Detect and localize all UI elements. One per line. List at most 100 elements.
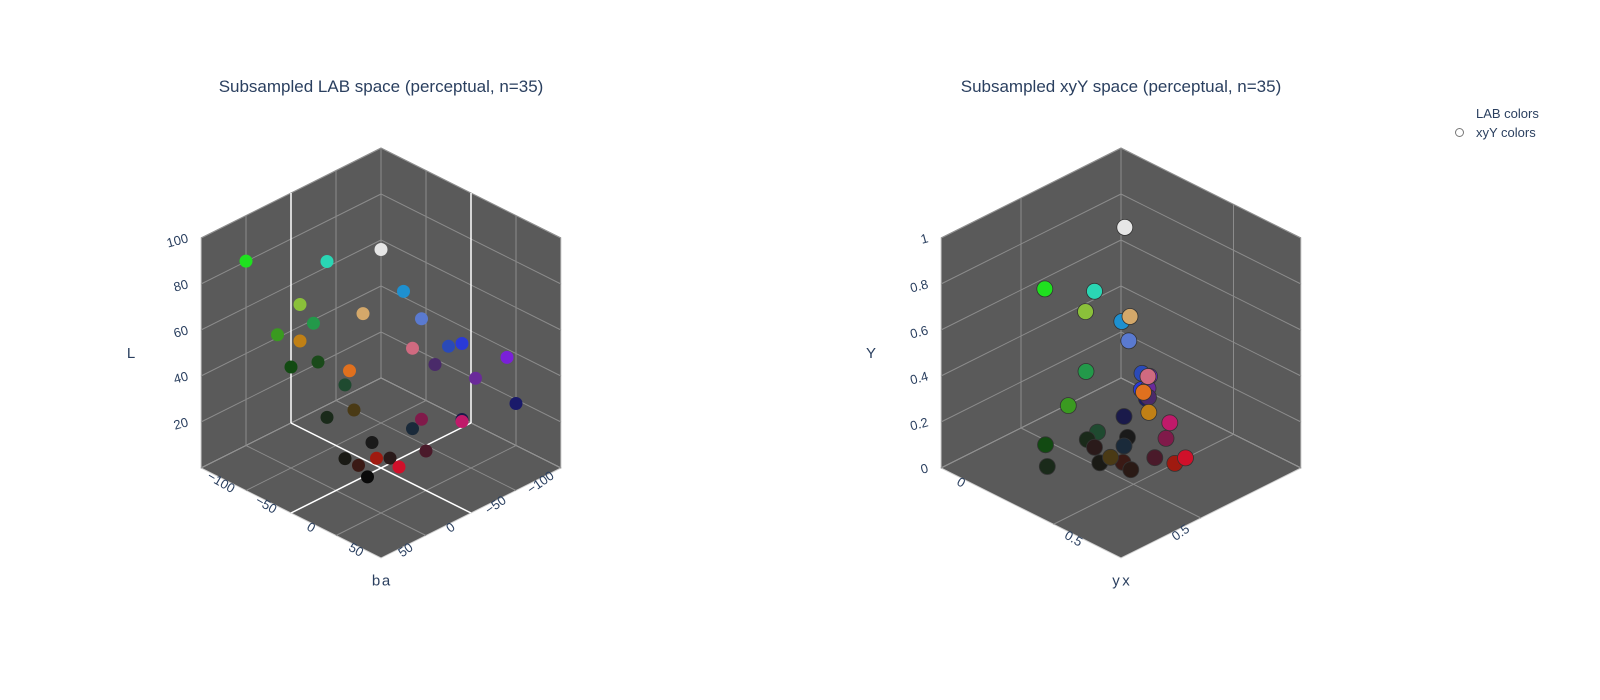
data-point-21 xyxy=(455,415,469,428)
x-tick-label: 50 xyxy=(346,539,366,559)
data-point-19 xyxy=(469,371,482,385)
data-point-30 xyxy=(383,451,397,465)
data-point-3 xyxy=(1121,308,1139,325)
data-point-15 xyxy=(347,403,361,417)
data-point-33 xyxy=(338,452,352,466)
x-axis-label: a xyxy=(382,573,391,590)
z-gridline-left xyxy=(940,239,1122,331)
legend-marker-xyy xyxy=(1455,128,1464,137)
data-point-34 xyxy=(1038,458,1056,475)
data-point-6 xyxy=(1120,332,1138,350)
data-point-10 xyxy=(343,364,356,378)
z-tick-label: 0.2 xyxy=(908,414,929,433)
y-zeroline-floor xyxy=(290,422,472,514)
data-point-13 xyxy=(311,355,325,369)
z-gridline-right xyxy=(1120,285,1302,377)
data-point-25 xyxy=(1177,449,1194,467)
data-point-9 xyxy=(1059,397,1077,415)
data-point-8 xyxy=(1077,363,1095,380)
data-point-17 xyxy=(442,339,455,353)
data-point-31 xyxy=(370,451,383,465)
legend-label-lab: LAB colors xyxy=(1476,106,1539,121)
data-point-9 xyxy=(271,328,284,342)
z-gridline-right xyxy=(1120,239,1302,331)
data-point-14 xyxy=(284,360,298,374)
x-tick-label: 0 xyxy=(304,519,318,536)
data-point-0 xyxy=(1116,218,1134,236)
z-gridline-left xyxy=(940,331,1122,423)
data-point-5 xyxy=(356,307,370,321)
legend-item-lab[interactable]: LAB colors xyxy=(1455,104,1539,123)
data-point-3 xyxy=(293,298,307,311)
data-point-1 xyxy=(1086,282,1103,300)
data-point-28 xyxy=(419,444,433,458)
legend: LAB colors xyY colors xyxy=(1455,104,1539,142)
data-point-10 xyxy=(1140,403,1158,421)
x-gridline-floor xyxy=(1053,433,1234,525)
data-point-12 xyxy=(338,378,352,392)
data-point-0 xyxy=(374,243,388,256)
legend-item-xyy[interactable]: xyY colors xyxy=(1455,123,1539,142)
z-gridline-left xyxy=(940,193,1122,285)
data-point-18 xyxy=(500,350,514,364)
data-point-21 xyxy=(1115,437,1133,455)
data-point-11 xyxy=(293,334,307,348)
data-point-7 xyxy=(415,312,428,326)
data-point-27 xyxy=(1146,449,1164,467)
data-point-7 xyxy=(1139,368,1157,385)
data-point-22 xyxy=(415,412,428,426)
z-tick-label: 0.8 xyxy=(908,276,929,295)
data-point-26 xyxy=(365,436,379,449)
y-axis-label: y xyxy=(1112,573,1120,590)
lab-chart-title: Subsampled LAB space (perceptual, n=35) xyxy=(219,77,544,96)
data-point-30 xyxy=(1086,438,1103,456)
y-tick-label: 0 xyxy=(443,519,458,535)
z-gridline-left xyxy=(940,285,1122,377)
legend-label-xyy: xyY colors xyxy=(1476,125,1536,140)
data-point-6 xyxy=(397,284,410,298)
data-point-4 xyxy=(1036,280,1054,298)
y-axis-label: b xyxy=(372,573,380,590)
z-gridline-right xyxy=(1120,147,1302,239)
data-point-32 xyxy=(352,458,365,472)
data-point-34 xyxy=(361,470,374,484)
data-point-25 xyxy=(406,422,419,436)
data-point-23 xyxy=(509,397,523,410)
z-gridline-left xyxy=(940,377,1122,469)
x-tick-label: 0 xyxy=(954,474,968,491)
z-tick-label: 100 xyxy=(165,230,190,250)
data-point-2 xyxy=(1077,303,1094,321)
y-tick-label: 50 xyxy=(395,540,415,561)
z-axis-label: L xyxy=(127,345,135,362)
data-point-4 xyxy=(307,316,320,330)
data-point-32 xyxy=(1122,461,1140,479)
z-tick-label: 40 xyxy=(172,368,190,386)
data-point-31 xyxy=(1102,448,1119,466)
z-tick-label: 60 xyxy=(172,322,190,340)
data-point-20 xyxy=(428,358,442,371)
z-tick-label: 0.6 xyxy=(908,322,929,341)
z-tick-label: 80 xyxy=(172,276,190,294)
data-point-20 xyxy=(1115,408,1133,425)
data-point-2 xyxy=(239,254,253,268)
z-gridline-right xyxy=(1120,331,1302,423)
data-point-1 xyxy=(320,255,334,268)
z-gridline-right xyxy=(1120,193,1302,285)
z-tick-label: 20 xyxy=(172,414,190,432)
data-point-24 xyxy=(1037,436,1054,454)
x-axis-label: x xyxy=(1122,573,1130,590)
data-point-11 xyxy=(1135,383,1152,401)
data-point-17 xyxy=(1161,414,1179,432)
data-point-16 xyxy=(455,337,469,350)
xyy-chart-title: Subsampled xyY space (perceptual, n=35) xyxy=(961,77,1282,96)
z-gridline-left xyxy=(940,147,1122,239)
z-axis-label: Y xyxy=(866,345,876,362)
z-tick-label: 1 xyxy=(919,230,930,246)
data-point-8 xyxy=(406,341,419,355)
z-tick-label: 0 xyxy=(919,460,930,476)
z-tick-label: 0.4 xyxy=(908,368,929,387)
data-point-27 xyxy=(320,410,334,424)
